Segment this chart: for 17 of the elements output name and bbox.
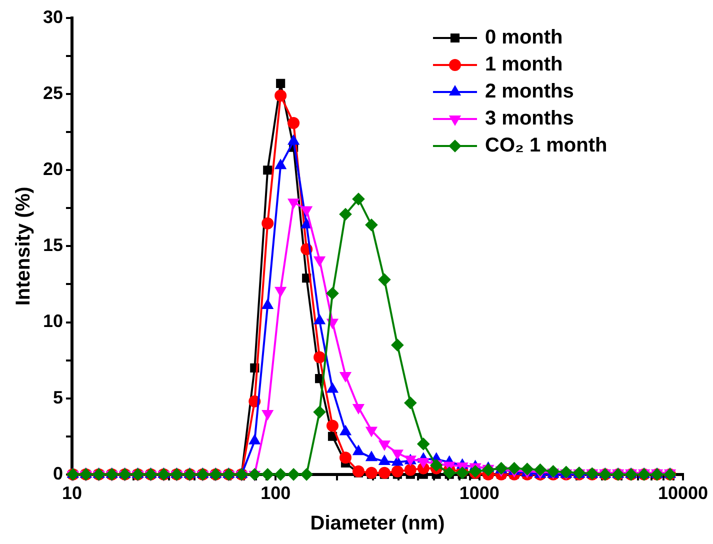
legend-label: 3 months [485, 108, 574, 130]
y-axis-title: Intensity (%) [12, 186, 35, 306]
y-tick-label: 15 [42, 235, 64, 256]
y-tick-label: 30 [42, 6, 64, 27]
y-tick-label: 0 [53, 463, 64, 484]
legend-label: 0 month [485, 26, 563, 49]
x-axis-title: Diameter (nm) [310, 512, 445, 535]
x-tick-label: 1000 [459, 483, 500, 504]
legend-label: 1 month [485, 54, 563, 76]
y-tick-label: 20 [42, 159, 64, 180]
y-tick-label: 25 [42, 83, 64, 104]
x-tick-label: 10000 [658, 483, 708, 504]
legend-label: 2 months [485, 80, 574, 103]
y-tick-label: 5 [53, 387, 64, 408]
x-tick-label: 100 [260, 483, 291, 504]
legend-label: CO₂ 1 month [485, 134, 608, 157]
y-tick-label: 10 [42, 311, 64, 332]
